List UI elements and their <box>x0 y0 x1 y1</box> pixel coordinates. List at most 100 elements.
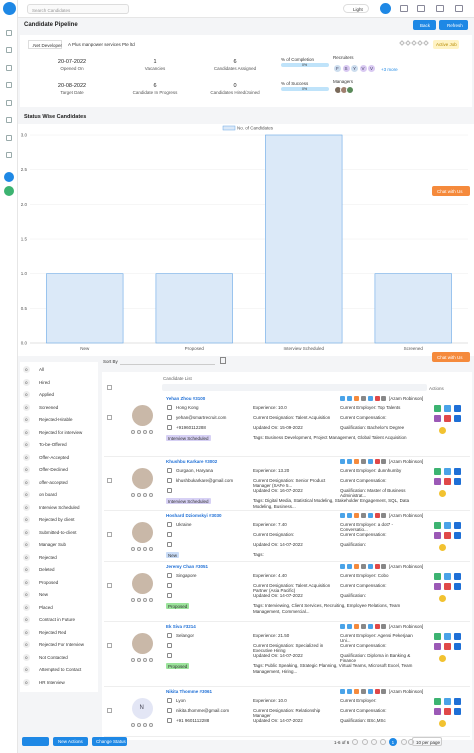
action-button[interactable] <box>434 415 441 422</box>
candidate-quick-icon[interactable] <box>347 564 352 569</box>
status-count[interactable]: 0 <box>23 653 30 661</box>
status-name[interactable]: Contract in Future <box>39 617 76 623</box>
action-button[interactable] <box>454 698 461 705</box>
candidate-icon[interactable] <box>143 723 147 727</box>
action-button[interactable] <box>444 643 451 650</box>
status-name[interactable]: All <box>39 367 45 373</box>
candidate-icon[interactable] <box>137 493 141 497</box>
sort-select[interactable] <box>120 357 215 365</box>
candidate-icon[interactable] <box>149 547 153 551</box>
action-button[interactable] <box>434 405 441 412</box>
candidate-quick-icon[interactable] <box>340 689 345 694</box>
candidate-quick-icon[interactable] <box>354 624 359 629</box>
status-count[interactable]: 0 <box>23 503 30 511</box>
candidate-quick-icon[interactable] <box>368 396 373 401</box>
action-button[interactable] <box>444 573 451 580</box>
action-button[interactable] <box>434 633 441 640</box>
candidate-name[interactable]: Ek Siva #3214 <box>166 624 196 629</box>
candidate-icon[interactable] <box>143 493 147 497</box>
action-button[interactable] <box>439 655 446 662</box>
search-box[interactable]: Search Candidates <box>27 4 129 14</box>
status-count[interactable]: 0 <box>23 478 30 486</box>
status-name[interactable]: Deleted <box>39 567 55 573</box>
status-name[interactable]: Rejected-Hirable <box>39 417 73 423</box>
status-count[interactable]: 0 <box>23 666 30 673</box>
nav-icon[interactable] <box>6 135 12 141</box>
status-count[interactable]: 0 <box>23 553 30 561</box>
candidate-quick-icon[interactable] <box>381 459 386 464</box>
candidate-icon[interactable] <box>149 598 153 602</box>
candidate-name[interactable]: Nikita Thomme #3061 <box>166 689 213 694</box>
candidate-icon[interactable] <box>149 658 153 662</box>
action-button[interactable] <box>434 643 441 650</box>
candidate-icon[interactable] <box>131 430 135 434</box>
status-count[interactable]: 0 <box>23 628 30 636</box>
candidate-checkbox[interactable] <box>107 415 112 420</box>
action-button[interactable] <box>454 573 461 580</box>
page-current[interactable]: 1 <box>389 738 397 746</box>
candidate-quick-icon[interactable] <box>340 459 345 464</box>
candidate-quick-icon[interactable] <box>347 689 352 694</box>
action-button[interactable] <box>454 468 461 475</box>
status-count[interactable]: 0 <box>23 453 30 461</box>
candidate-icon[interactable] <box>137 547 141 551</box>
status-name[interactable]: Rejected for interview <box>39 429 83 435</box>
status-name[interactable]: Rejected For Interview <box>39 642 85 648</box>
action-button[interactable] <box>439 544 446 551</box>
action-button[interactable] <box>434 698 441 705</box>
candidate-quick-icon[interactable] <box>368 624 373 629</box>
page-nav[interactable] <box>362 739 368 745</box>
candidate-icon[interactable] <box>131 598 135 602</box>
status-count[interactable]: 0 <box>23 416 30 423</box>
candidate-quick-icon[interactable] <box>347 396 352 401</box>
candidate-quick-icon[interactable] <box>381 513 386 518</box>
per-page[interactable]: 10 per page <box>412 737 442 746</box>
select-all[interactable] <box>107 385 112 390</box>
candidate-avatar[interactable] <box>132 522 153 543</box>
candidate-checkbox[interactable] <box>107 708 112 713</box>
new-actions-button[interactable]: New Actions <box>53 737 88 746</box>
candidate-icon[interactable] <box>131 658 135 662</box>
status-name[interactable]: New <box>39 592 49 598</box>
status-count[interactable]: 0 <box>23 378 30 386</box>
action-button[interactable] <box>454 478 461 485</box>
page-nav[interactable] <box>371 739 377 745</box>
action-button[interactable] <box>454 708 461 715</box>
candidate-quick-icon[interactable] <box>375 689 380 694</box>
candidate-quick-icon[interactable] <box>340 564 345 569</box>
action-button[interactable] <box>454 532 461 539</box>
action-button[interactable] <box>454 415 461 422</box>
candidate-quick-icon[interactable] <box>354 689 359 694</box>
candidate-quick-icon[interactable] <box>347 513 352 518</box>
action-button[interactable] <box>439 595 446 602</box>
candidate-avatar[interactable] <box>132 468 153 489</box>
candidate-quick-icon[interactable] <box>368 459 373 464</box>
action-button[interactable] <box>454 643 461 650</box>
nav-icon[interactable] <box>6 117 12 123</box>
change-status-button[interactable]: Change Status <box>92 737 127 746</box>
nav-button[interactable] <box>4 186 14 196</box>
candidate-quick-icon[interactable] <box>361 564 366 569</box>
candidate-name[interactable]: Yehan Zhou #3100 <box>166 396 206 401</box>
action-button[interactable] <box>444 583 451 590</box>
nav-button[interactable] <box>4 172 14 182</box>
status-count[interactable]: 0 <box>23 591 30 598</box>
candidate-quick-icon[interactable] <box>340 513 345 518</box>
candidate-checkbox[interactable] <box>107 583 112 588</box>
candidate-avatar[interactable] <box>132 633 153 654</box>
candidate-checkbox[interactable] <box>107 643 112 648</box>
status-name[interactable]: offer-accepted <box>39 479 68 485</box>
action-button[interactable] <box>444 708 451 715</box>
status-name[interactable]: To-be-Offered <box>39 442 67 448</box>
status-count[interactable]: 0 <box>23 616 30 623</box>
candidate-quick-icon[interactable] <box>361 624 366 629</box>
action-button[interactable] <box>454 405 461 412</box>
nav-icon[interactable] <box>6 82 12 88</box>
candidate-quick-icon[interactable] <box>368 513 373 518</box>
action-button[interactable] <box>439 490 446 497</box>
status-count[interactable]: 0 <box>23 466 30 473</box>
back-button[interactable]: Back <box>413 20 436 30</box>
page-nav[interactable] <box>352 739 358 745</box>
action-button[interactable] <box>444 478 451 485</box>
action-button[interactable] <box>434 478 441 485</box>
